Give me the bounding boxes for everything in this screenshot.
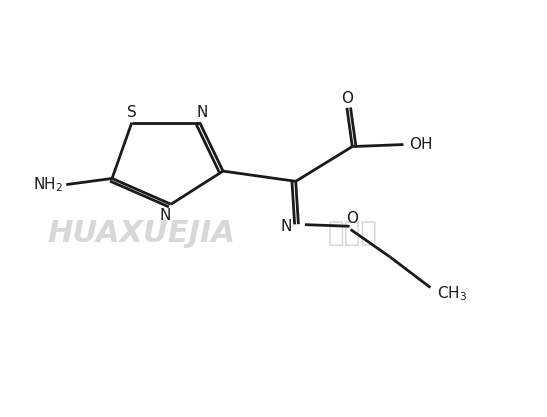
Text: 化学加: 化学加 — [327, 219, 377, 247]
Text: CH$_3$: CH$_3$ — [437, 284, 467, 303]
Text: HUAXUEJIA: HUAXUEJIA — [47, 219, 235, 248]
Text: O: O — [341, 91, 353, 106]
Text: OH: OH — [409, 137, 432, 152]
Text: N: N — [160, 208, 171, 223]
Text: O: O — [346, 211, 358, 226]
Text: N: N — [281, 219, 292, 234]
Text: N: N — [197, 105, 208, 120]
Text: S: S — [127, 105, 137, 120]
Text: NH$_2$: NH$_2$ — [33, 175, 63, 194]
